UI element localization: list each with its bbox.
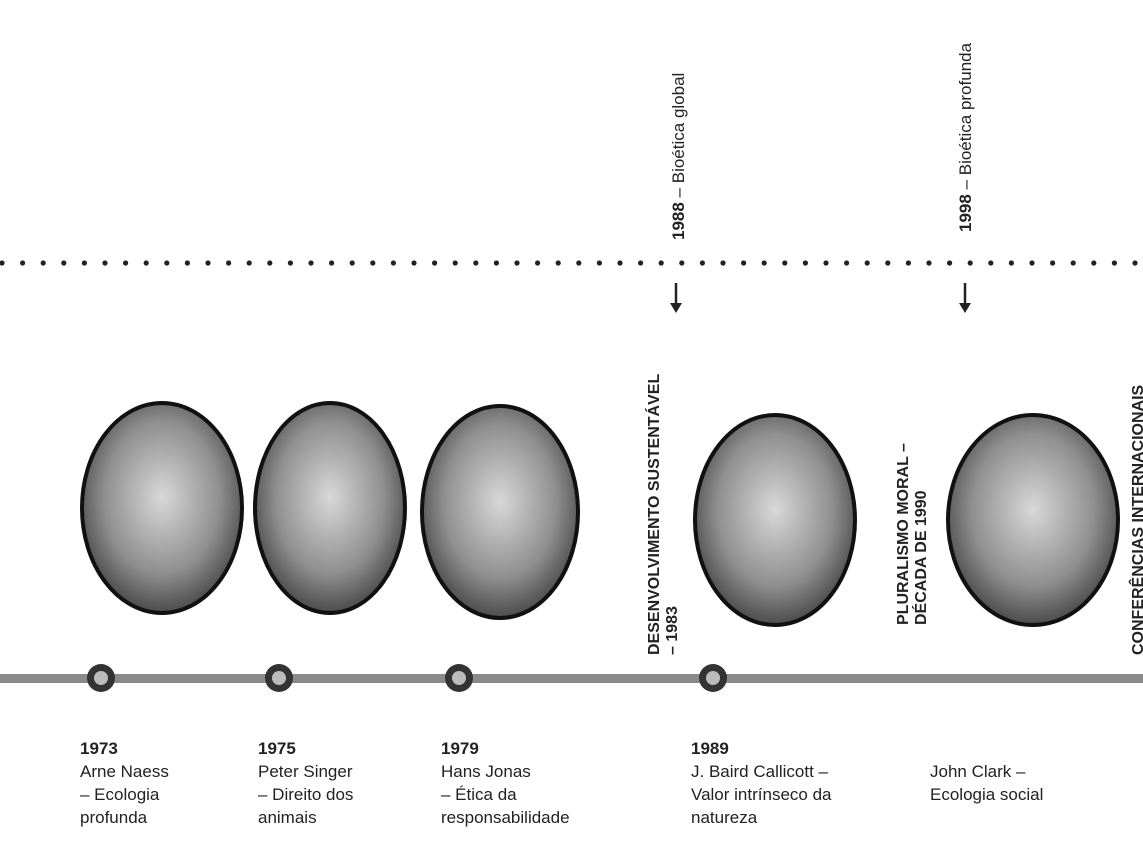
dot [1009, 260, 1014, 265]
theme-label: CONFERÊNCIAS INTERNACIONAIS [1128, 384, 1143, 655]
entry-text: animais [258, 808, 317, 827]
dot [762, 260, 767, 265]
dot [720, 260, 725, 265]
dot [247, 260, 252, 265]
dotted-line [0, 260, 1138, 265]
top-event: 1998 – Bioética profunda [956, 42, 975, 232]
dot [885, 260, 890, 265]
dot [597, 260, 602, 265]
dot [968, 260, 973, 265]
entry-year: 1973 [80, 739, 118, 758]
entry-text: Peter Singer [258, 762, 353, 781]
dot [123, 260, 128, 265]
dot [411, 260, 416, 265]
theme-label: PLURALISMO MORAL – [895, 443, 912, 625]
dot [556, 260, 561, 265]
dot [803, 260, 808, 265]
portrait [422, 406, 578, 618]
dot [432, 260, 437, 265]
entry-year: 1989 [691, 739, 729, 758]
dot [267, 260, 272, 265]
theme-label: DÉCADA DE 1990 [911, 490, 930, 625]
dot [906, 260, 911, 265]
arrows [670, 283, 971, 313]
dot [329, 260, 334, 265]
timeline: 1988 – Bioética global 1998 – Bioética p… [0, 0, 1143, 841]
dot [82, 260, 87, 265]
dot [1132, 260, 1137, 265]
dot [1050, 260, 1055, 265]
dot [453, 260, 458, 265]
entry-year: 1979 [441, 739, 479, 758]
dot [617, 260, 622, 265]
portrait [255, 403, 405, 613]
dot [659, 260, 664, 265]
portrait [948, 415, 1118, 625]
dot [494, 260, 499, 265]
dot [164, 260, 169, 265]
dot [391, 260, 396, 265]
dot [61, 260, 66, 265]
entry-text: John Clark – [930, 762, 1026, 781]
dot [679, 260, 684, 265]
dot [308, 260, 313, 265]
entry-text: J. Baird Callicott – [691, 762, 829, 781]
portrait [695, 415, 855, 625]
dot [473, 260, 478, 265]
entry-text: – Ecologia [80, 785, 160, 804]
theme-label: DESENVOLVIMENTO SUSTENTÁVEL [644, 374, 663, 655]
dot [1112, 260, 1117, 265]
dot [41, 260, 46, 265]
dot [185, 260, 190, 265]
dot [947, 260, 952, 265]
entry-text: – Direito dos [258, 785, 353, 804]
portrait [82, 403, 242, 613]
entry-year: 1975 [258, 739, 296, 758]
dot [782, 260, 787, 265]
dot [288, 260, 293, 265]
theme-label: – 1983 [664, 606, 681, 655]
dot [514, 260, 519, 265]
dot [144, 260, 149, 265]
dot [988, 260, 993, 265]
entry-text: Hans Jonas [441, 762, 531, 781]
dot [226, 260, 231, 265]
dot [535, 260, 540, 265]
dot [576, 260, 581, 265]
dot [700, 260, 705, 265]
dot [0, 260, 5, 265]
dot [370, 260, 375, 265]
entry-text: profunda [80, 808, 148, 827]
event-year: 1988 [669, 202, 688, 240]
event-label: – Bioética profunda [956, 42, 975, 189]
entry-text: Valor intrínseco da [691, 785, 832, 804]
entry-text: natureza [691, 808, 758, 827]
dot [350, 260, 355, 265]
dot [926, 260, 931, 265]
dot [823, 260, 828, 265]
dot [865, 260, 870, 265]
timeline-bar [0, 674, 1143, 683]
entry-text: Arne Naess [80, 762, 169, 781]
dot [205, 260, 210, 265]
dot [741, 260, 746, 265]
top-event: 1988 – Bioética global [669, 73, 688, 240]
portraits [82, 403, 1118, 625]
entry-text: – Ética da [441, 785, 517, 804]
dot [1029, 260, 1034, 265]
dot [20, 260, 25, 265]
dot [638, 260, 643, 265]
dot [102, 260, 107, 265]
event-label: – Bioética global [669, 73, 688, 198]
event-year: 1998 [956, 194, 975, 232]
dot [1091, 260, 1096, 265]
dot [1071, 260, 1076, 265]
entry-text: responsabilidade [441, 808, 570, 827]
entry-text: Ecologia social [930, 785, 1043, 804]
dot [844, 260, 849, 265]
